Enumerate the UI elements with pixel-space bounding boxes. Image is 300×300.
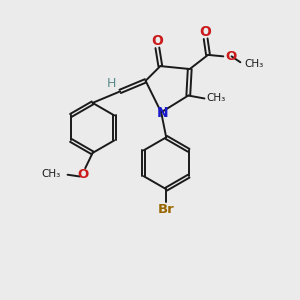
Text: O: O bbox=[200, 25, 212, 39]
Text: H: H bbox=[107, 77, 117, 90]
Text: O: O bbox=[226, 50, 237, 63]
Text: CH₃: CH₃ bbox=[207, 93, 226, 103]
Text: O: O bbox=[152, 34, 163, 48]
Text: CH₃: CH₃ bbox=[42, 169, 61, 179]
Text: CH₃: CH₃ bbox=[244, 59, 264, 69]
Text: O: O bbox=[77, 168, 88, 181]
Text: N: N bbox=[157, 106, 169, 120]
Text: Br: Br bbox=[158, 203, 175, 216]
